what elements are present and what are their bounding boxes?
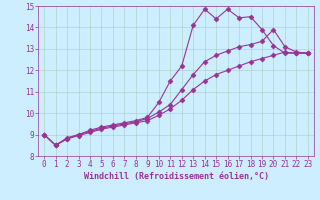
X-axis label: Windchill (Refroidissement éolien,°C): Windchill (Refroidissement éolien,°C) [84, 172, 268, 181]
